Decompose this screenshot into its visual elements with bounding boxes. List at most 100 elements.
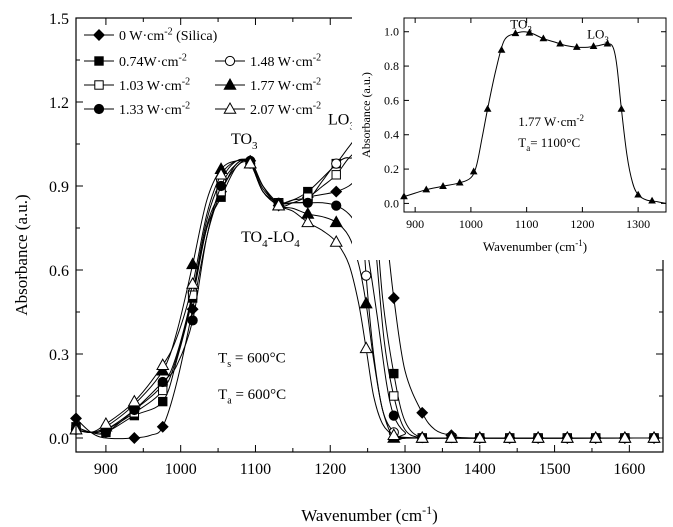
text-part: 4 [294, 238, 300, 250]
data-point [157, 376, 168, 388]
data-point [415, 430, 429, 443]
text-part: -2 [182, 100, 190, 111]
data-point [158, 396, 168, 407]
text-part: TO [231, 131, 252, 148]
inset-data-point [439, 182, 447, 189]
text-part: TO [510, 16, 527, 31]
inset-y-axis-label: Absorbance (a.u.) [359, 72, 373, 158]
legend-item: 1.33 W·cm-2 [84, 100, 190, 118]
inset-x-tick-label: 1100 [515, 217, 539, 231]
data-point [129, 404, 140, 416]
inset-y-tick-label: 0.4 [384, 128, 399, 142]
data-point [215, 180, 227, 192]
text-part: 1.48 W·cm [250, 55, 313, 70]
text-part: 1.03 W·cm [119, 79, 182, 94]
text-part: T [218, 350, 227, 366]
text-part: TO [241, 229, 262, 246]
data-point [560, 430, 574, 443]
legend-item: 1.03 W·cm-2 [84, 76, 190, 94]
legend-label: 2.07 W·cm-2 [250, 100, 321, 118]
text-part: ) [583, 239, 587, 254]
text-part: -LO [268, 229, 295, 246]
legend-marker [94, 56, 104, 66]
inset-data-point [634, 190, 642, 198]
inset-y-tick-label: 1.0 [384, 25, 399, 39]
text-part: -2 [182, 76, 190, 87]
text-part: a [526, 143, 530, 153]
data-point [589, 430, 603, 443]
inset-frame [403, 17, 667, 213]
text-part: 1.77 W·cm [250, 79, 313, 94]
inset-series-line [403, 31, 667, 204]
legend-label: 1.03 W·cm-2 [119, 76, 190, 94]
data-point [187, 315, 198, 326]
data-point [330, 185, 343, 198]
legend-label: 0 W·cm-2 (Silica) [119, 26, 218, 44]
data-point [302, 197, 313, 208]
data-point [361, 270, 372, 281]
legend-marker [93, 103, 105, 115]
data-point [647, 430, 661, 443]
data-point [359, 296, 373, 309]
text-part: 3 [252, 140, 258, 152]
data-point [387, 292, 400, 304]
text-part: s [227, 359, 231, 370]
text-part: 4 [262, 238, 268, 250]
data-point [272, 198, 286, 211]
data-point [359, 341, 373, 354]
inset-data-point [648, 196, 656, 204]
y-axis-label: Absorbance (a.u.) [12, 194, 31, 315]
series-line [75, 159, 654, 439]
inset-x-axis-label: Wavenumber (cm-1) [483, 238, 587, 254]
series-line [75, 158, 655, 439]
inset-y-tick-label: 0.2 [384, 162, 399, 176]
text-part: = 1100°C [530, 135, 580, 150]
text-part: T [218, 387, 227, 403]
inset-background [352, 14, 672, 260]
text-part: T [518, 135, 526, 150]
x-axis-label: Wavenumber (cm-1) [301, 503, 438, 525]
text-part: -1 [422, 503, 432, 517]
y-tick-label: 1.2 [49, 95, 69, 112]
data-point [329, 215, 343, 228]
inset-data-point [572, 43, 581, 50]
inset-data-point [556, 39, 564, 47]
data-point [531, 430, 545, 443]
inset-y-tick-label: 0.0 [384, 196, 399, 210]
data-point [388, 410, 399, 421]
inset-y-tick-label: 0.8 [384, 59, 399, 73]
inset-data-point [617, 104, 626, 112]
text-part: a [227, 396, 232, 407]
inset-x-tick-label: 1000 [459, 217, 483, 231]
data-point [156, 420, 169, 433]
legend-label: 0.74W·cm-2 [119, 52, 187, 70]
series-line [75, 127, 654, 440]
text-part: (Silica) [173, 29, 218, 44]
y-tick-label: 1.5 [49, 11, 69, 28]
legend-label: 1.77 W·cm-2 [250, 76, 321, 94]
inset-chart: 900 1000 1100 1200 1300 0.0 0.2 0.4 0.6 0.8 1.0 Wav… [352, 14, 672, 260]
legend-label: 1.33 W·cm-2 [119, 100, 190, 118]
data-point [186, 257, 200, 270]
data-point [331, 170, 341, 180]
data-point [186, 276, 200, 289]
legend-marker [223, 101, 237, 114]
data-point [158, 385, 168, 396]
y-tick-label: 0.0 [49, 431, 69, 448]
inset-annotation: TO3 [510, 16, 532, 34]
inset-data-point [469, 167, 478, 175]
x-tick-label: 1400 [464, 461, 496, 478]
y-tick-label: 0.3 [49, 347, 69, 364]
text-part: 1.33 W·cm [119, 103, 182, 118]
main-chart: 900 1000 1100 1200 1300 1400 1500 1600 0.0 0.3 0.6… [12, 11, 664, 525]
data-point [156, 358, 170, 370]
inset-annotation: Ta= 1100°C [518, 135, 580, 153]
x-tick-label: 900 [94, 461, 118, 478]
annotation: LO3 [328, 111, 355, 132]
legend-item: 2.07 W·cm-2 [215, 100, 321, 118]
data-point [331, 200, 342, 211]
inset-data-point [589, 42, 598, 50]
annotation: Ts = 600°C [218, 350, 286, 370]
inset-y-tick-label: 0.6 [384, 93, 399, 107]
data-point [444, 430, 458, 443]
